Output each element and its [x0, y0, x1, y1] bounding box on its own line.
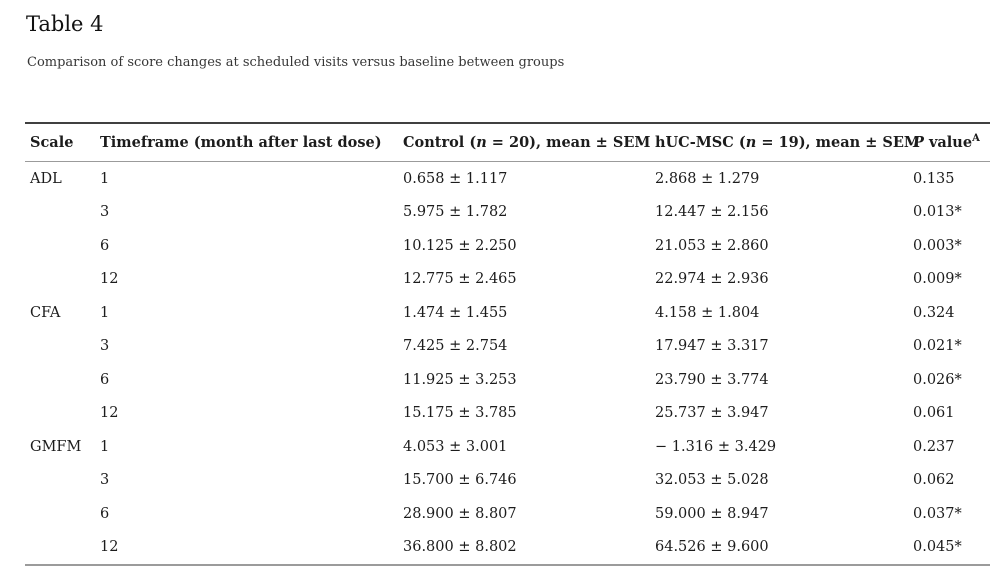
- table-row: 3 5.975 ± 1.782 12.447 ± 2.156 0.013*: [25, 196, 990, 230]
- cell-control: 10.125 ± 2.250: [403, 237, 517, 254]
- cell-scale: ADL: [30, 170, 62, 187]
- cell-pvalue: 0.062: [913, 472, 955, 489]
- cell-hucmsc: 22.974 ± 2.936: [655, 271, 769, 288]
- cell-control: 4.053 ± 3.001: [403, 438, 508, 455]
- cell-scale: [25, 497, 100, 531]
- cell-timeframe: 1: [100, 304, 110, 321]
- table-row: 12 15.175 ± 3.785 25.737 ± 3.947 0.061: [25, 397, 990, 431]
- cell-pvalue: 0.324: [913, 304, 955, 321]
- header-row: Scale Timeframe (month after last dose) …: [25, 123, 990, 162]
- cell-control: 36.800 ± 8.802: [403, 539, 517, 556]
- table-row: GMFM 1 4.053 ± 3.001 − 1.316 ± 3.429 0.2…: [25, 430, 990, 464]
- cell-timeframe: 1: [100, 438, 110, 455]
- table-row: CFA 1 1.474 ± 1.455 4.158 ± 1.804 0.324: [25, 296, 990, 330]
- cell-hucmsc: 2.868 ± 1.279: [655, 170, 760, 187]
- cell-timeframe: 12: [100, 539, 119, 556]
- cell-timeframe: 3: [100, 472, 110, 489]
- column-header-hucmsc: hUC-MSC (n = 19), mean ± SEM: [655, 123, 920, 162]
- footnote-marker: A: [972, 133, 980, 145]
- cell-timeframe: 6: [100, 505, 110, 522]
- cell-scale: [25, 229, 100, 263]
- cell-pvalue: 0.021*: [913, 338, 962, 355]
- column-header-control: Control (n = 20), mean ± SEM: [403, 123, 655, 162]
- cell-scale: [25, 464, 100, 498]
- table-row: 6 10.125 ± 2.250 21.053 ± 2.860 0.003*: [25, 229, 990, 263]
- table-row: 3 15.700 ± 6.746 32.053 ± 5.028 0.062: [25, 464, 990, 498]
- cell-hucmsc: 12.447 ± 2.156: [655, 204, 769, 221]
- page-content: Table 4 Comparison of score changes at s…: [25, 12, 990, 566]
- cell-scale: [25, 363, 100, 397]
- cell-scale: CFA: [30, 304, 61, 321]
- column-header-timeframe: Timeframe (month after last dose): [100, 123, 403, 162]
- cell-hucmsc: 21.053 ± 2.860: [655, 237, 769, 254]
- cell-hucmsc: 64.526 ± 9.600: [655, 539, 769, 556]
- score-changes-table: Scale Timeframe (month after last dose) …: [25, 122, 990, 566]
- cell-control: 12.775 ± 2.465: [403, 271, 517, 288]
- table-row: 6 28.900 ± 8.807 59.000 ± 8.947 0.037*: [25, 497, 990, 531]
- cell-control: 28.900 ± 8.807: [403, 505, 517, 522]
- cell-hucmsc: 17.947 ± 3.317: [655, 338, 769, 355]
- table-row: 12 36.800 ± 8.802 64.526 ± 9.600 0.045*: [25, 531, 990, 566]
- cell-scale: [25, 330, 100, 364]
- cell-hucmsc: 25.737 ± 3.947: [655, 405, 769, 422]
- cell-timeframe: 12: [100, 271, 119, 288]
- cell-scale: [25, 531, 100, 566]
- column-header-pvalue: P valueA: [913, 123, 990, 162]
- page-title: Table 4: [26, 12, 104, 36]
- table-row: ADL 1 0.658 ± 1.117 2.868 ± 1.279 0.135: [25, 162, 990, 196]
- cell-timeframe: 12: [100, 405, 119, 422]
- cell-scale: GMFM: [30, 438, 82, 455]
- cell-hucmsc: 23.790 ± 3.774: [655, 371, 769, 388]
- cell-hucmsc: 59.000 ± 8.947: [655, 505, 769, 522]
- table-body: ADL 1 0.658 ± 1.117 2.868 ± 1.279 0.135 …: [25, 162, 990, 566]
- cell-timeframe: 6: [100, 371, 110, 388]
- cell-pvalue: 0.013*: [913, 204, 962, 221]
- table-row: 3 7.425 ± 2.754 17.947 ± 3.317 0.021*: [25, 330, 990, 364]
- cell-control: 5.975 ± 1.782: [403, 204, 508, 221]
- cell-timeframe: 6: [100, 237, 110, 254]
- cell-pvalue: 0.003*: [913, 237, 962, 254]
- cell-control: 1.474 ± 1.455: [403, 304, 508, 321]
- cell-hucmsc: 32.053 ± 5.028: [655, 472, 769, 489]
- table-row: 12 12.775 ± 2.465 22.974 ± 2.936 0.009*: [25, 263, 990, 297]
- cell-control: 11.925 ± 3.253: [403, 371, 517, 388]
- table-header: Scale Timeframe (month after last dose) …: [25, 123, 990, 162]
- cell-pvalue: 0.061: [913, 405, 955, 422]
- cell-hucmsc: − 1.316 ± 3.429: [655, 438, 777, 455]
- cell-scale: [25, 397, 100, 431]
- cell-pvalue: 0.026*: [913, 371, 962, 388]
- column-header-scale: Scale: [25, 123, 100, 162]
- cell-scale: [25, 263, 100, 297]
- cell-timeframe: 1: [100, 170, 110, 187]
- cell-pvalue: 0.135: [913, 170, 955, 187]
- cell-pvalue: 0.237: [913, 438, 955, 455]
- cell-control: 15.175 ± 3.785: [403, 405, 517, 422]
- cell-control: 0.658 ± 1.117: [403, 170, 508, 187]
- cell-timeframe: 3: [100, 338, 110, 355]
- cell-hucmsc: 4.158 ± 1.804: [655, 304, 760, 321]
- cell-timeframe: 3: [100, 204, 110, 221]
- cell-control: 15.700 ± 6.746: [403, 472, 517, 489]
- cell-pvalue: 0.045*: [913, 539, 962, 556]
- cell-pvalue: 0.037*: [913, 505, 962, 522]
- table-caption: Comparison of score changes at scheduled…: [27, 55, 565, 70]
- cell-scale: [25, 196, 100, 230]
- table-row: 6 11.925 ± 3.253 23.790 ± 3.774 0.026*: [25, 363, 990, 397]
- cell-control: 7.425 ± 2.754: [403, 338, 508, 355]
- cell-pvalue: 0.009*: [913, 271, 962, 288]
